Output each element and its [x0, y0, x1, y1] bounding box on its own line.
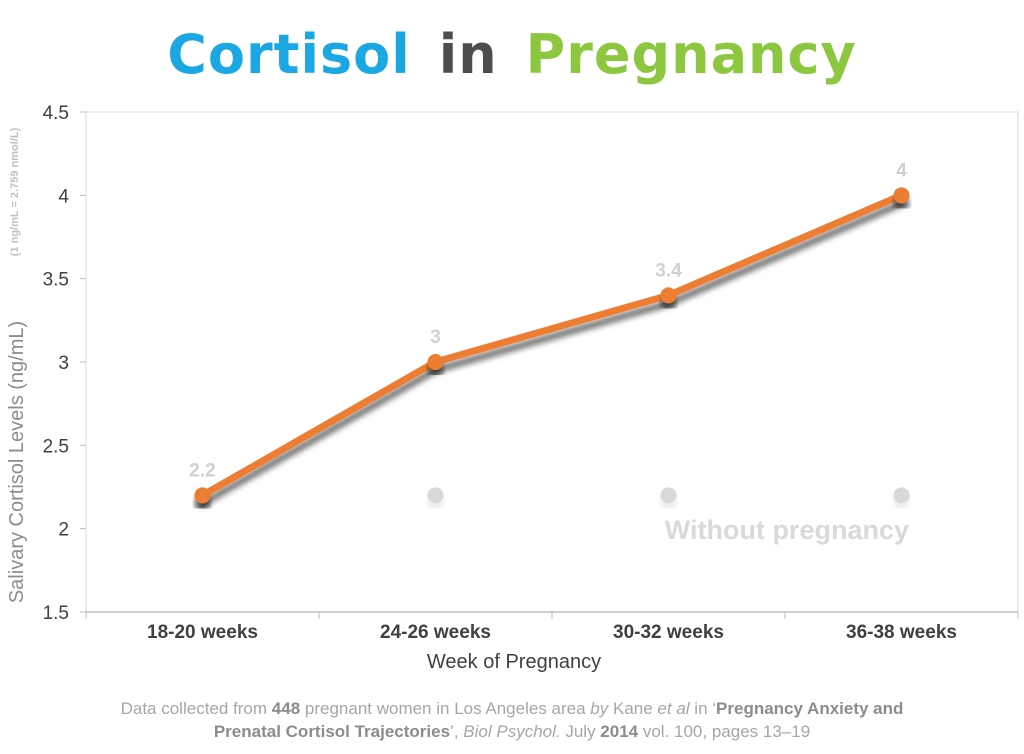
data-point-pregnancy [194, 487, 211, 504]
line-chart: 1.5 2 2.5 3 3.5 4 4.5 18-20 weeks 24-26 weeks 30… [6, 103, 1019, 673]
data-point-without-pregnancy [893, 487, 910, 504]
source-text: Data collected from [120, 699, 272, 718]
data-label: 2.2 [189, 460, 215, 481]
y-tick-label: 3 [58, 353, 69, 374]
data-point-pregnancy [427, 354, 444, 370]
source-text: pregnant women in Los Angeles area [300, 699, 591, 718]
chart-title: Cortisol in Pregnancy [0, 20, 1024, 90]
series-layer [194, 187, 910, 504]
series-label-without-pregnancy: Without pregnancy [665, 515, 909, 545]
x-tick-label: 18-20 weeks [147, 622, 258, 643]
y-tick-label: 4.5 [43, 103, 69, 124]
x-tick-label: 30-32 weeks [613, 622, 724, 643]
source-text: in ‘ [689, 699, 717, 718]
source-paper-title: Pregnancy Anxiety and [716, 699, 904, 718]
x-axis: 18-20 weeks 24-26 weeks 30-32 weeks 36-38 w… [85, 611, 1019, 643]
y-axis-label: Salivary Cortisol Levels (ng/mL) [6, 321, 28, 603]
data-point-without-pregnancy [427, 487, 444, 504]
source-sample-size: 448 [271, 699, 301, 718]
source-text: by [590, 699, 609, 718]
y-tick-label: 2.5 [43, 436, 69, 457]
x-axis-label: Week of Pregnancy [427, 651, 601, 673]
source-note: Data collected from 448 pregnant women i… [0, 697, 1024, 743]
source-text: July [560, 722, 601, 741]
y-axis: 1.5 2 2.5 3 3.5 4 4.5 [43, 103, 86, 624]
data-label: 3.4 [655, 260, 682, 281]
data-label: 3 [430, 327, 441, 348]
y-tick-label: 1.5 [43, 603, 69, 624]
data-point-without-pregnancy [660, 487, 677, 504]
source-text: ’, [450, 722, 464, 741]
source-text: et al [657, 699, 690, 718]
x-tick-label: 36-38 weeks [846, 622, 957, 643]
y-tick-label: 2 [58, 520, 69, 541]
title-word-in: in [438, 23, 498, 86]
source-journal: Biol Psychol. [463, 722, 561, 741]
source-paper-title: Prenatal Cortisol Trajectories [213, 722, 451, 741]
x-tick-label: 24-26 weeks [380, 622, 491, 643]
data-point-pregnancy [660, 287, 677, 304]
source-text: Kane [608, 699, 658, 718]
source-year: 2014 [600, 722, 639, 741]
series-line-pregnancy [199, 191, 905, 499]
y-axis-unit-note: (1 ng/mL = 2.759 nmol/L) [9, 127, 21, 256]
title-word-cortisol: Cortisol [167, 23, 411, 86]
title-word-pregnancy: Pregnancy [525, 23, 857, 86]
data-label: 4 [896, 160, 907, 181]
source-text: vol. 100, pages 13–19 [638, 722, 811, 741]
data-point-pregnancy [893, 187, 910, 204]
y-tick-label: 3.5 [43, 270, 69, 291]
data-labels: 2.2 3 3.4 4 [189, 160, 907, 481]
y-tick-label: 4 [58, 186, 69, 207]
